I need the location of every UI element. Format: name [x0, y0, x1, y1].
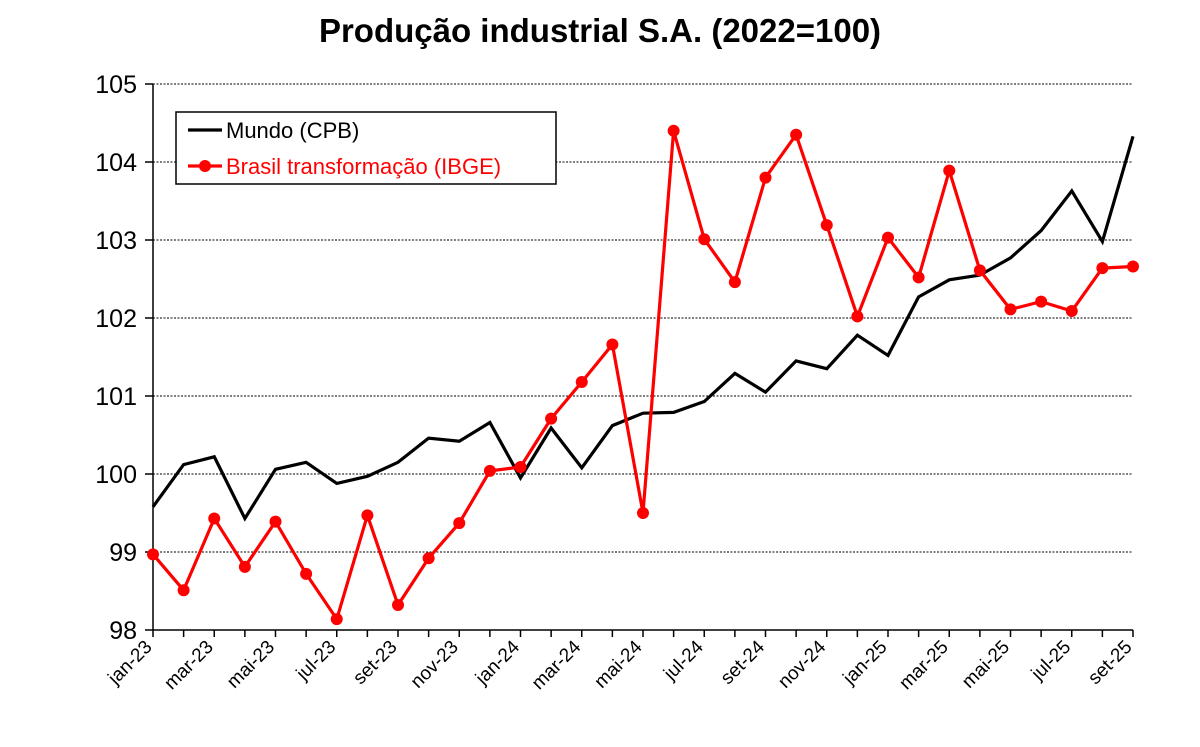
x-tick-label: mai-25	[958, 637, 1014, 693]
x-tick-label: nov-24	[774, 636, 830, 692]
legend-box	[175, 111, 557, 185]
data-point	[820, 219, 833, 232]
data-point	[238, 560, 251, 573]
x-tick-label: set-24	[717, 636, 769, 688]
data-point	[759, 171, 772, 184]
legend-marker	[199, 160, 211, 172]
data-point	[545, 412, 558, 425]
chart-title: Produção industrial S.A. (2022=100)	[318, 12, 882, 49]
data-point	[606, 338, 619, 351]
data-point	[514, 460, 527, 473]
data-point	[208, 512, 221, 525]
data-point	[728, 276, 741, 289]
series-line	[151, 130, 1134, 623]
x-tick-label: jan-24	[471, 636, 524, 689]
data-point	[1065, 304, 1078, 317]
x-tick-label: mar-25	[895, 637, 952, 694]
x-tick-label: nov-23	[407, 637, 463, 693]
series-0	[151, 135, 1135, 522]
x-tick-label: jan-25	[839, 637, 892, 690]
x-tick-label: jul-25	[1027, 637, 1075, 685]
x-tick-label: jul-24	[659, 636, 708, 685]
data-point	[483, 464, 496, 477]
y-tick-label: 105	[95, 71, 137, 99]
data-point	[361, 509, 374, 522]
data-point	[851, 310, 864, 323]
y-tick-label: 98	[109, 617, 137, 645]
data-point	[300, 567, 313, 580]
data-point	[912, 271, 925, 284]
data-point	[575, 375, 588, 388]
series-1	[147, 124, 1139, 626]
x-tick-label: mai-24	[591, 636, 647, 692]
x-tick-label: mar-23	[160, 637, 217, 694]
y-tick-label: 101	[95, 383, 137, 411]
x-tick-label: set-25	[1084, 637, 1136, 689]
data-point	[973, 264, 986, 277]
series-lines	[147, 124, 1139, 626]
x-tick-label: mai-23	[223, 637, 279, 693]
data-point	[882, 231, 894, 244]
legend: Mundo (CPB) Brasil transformação (IBGE)	[175, 111, 557, 185]
data-point	[790, 128, 803, 141]
data-point	[943, 164, 956, 177]
series-line	[151, 135, 1135, 522]
data-point	[147, 548, 159, 561]
y-tick-label: 104	[95, 149, 137, 177]
y-tick-label: 102	[95, 305, 137, 333]
x-tick-label: mar-24	[528, 636, 586, 694]
data-point	[392, 599, 404, 612]
data-point	[637, 507, 649, 519]
x-tick-label: jul-23	[292, 637, 340, 685]
data-point	[1004, 303, 1017, 316]
legend-label: Mundo (CPB)	[226, 118, 359, 143]
y-tick-label: 100	[95, 461, 137, 489]
data-point	[1096, 262, 1109, 275]
data-point	[1035, 295, 1048, 308]
data-point	[1127, 260, 1139, 273]
data-point	[667, 124, 680, 137]
x-tick-label: set-23	[349, 637, 401, 689]
legend-label: Brasil transformação (IBGE)	[226, 154, 501, 179]
data-point	[269, 515, 282, 528]
data-point	[453, 517, 466, 530]
y-tick-label: 103	[95, 227, 137, 255]
y-tick-label: 99	[109, 539, 137, 567]
data-point	[330, 613, 343, 626]
data-point	[422, 552, 435, 565]
data-point	[698, 233, 711, 246]
data-point	[177, 584, 190, 597]
